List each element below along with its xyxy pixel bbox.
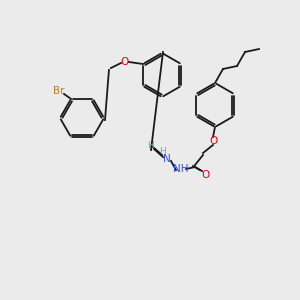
Text: O: O bbox=[209, 136, 217, 146]
Text: Br: Br bbox=[53, 86, 65, 96]
Text: O: O bbox=[121, 57, 129, 67]
Text: N: N bbox=[163, 154, 171, 164]
Text: NH: NH bbox=[173, 164, 189, 174]
Text: H: H bbox=[147, 140, 153, 149]
Text: O: O bbox=[201, 170, 209, 180]
Text: H: H bbox=[160, 148, 167, 157]
